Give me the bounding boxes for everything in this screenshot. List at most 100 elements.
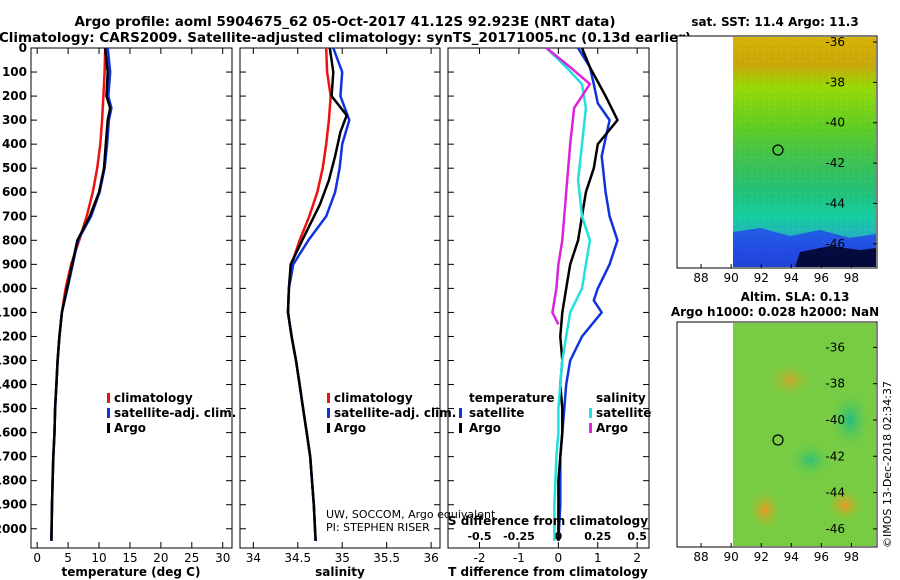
x-tick-label: 35.5 [373, 551, 400, 565]
title-line-1: Argo profile: aoml 5904675_62 05-Oct-201… [74, 14, 615, 30]
temperature-axis: 0100200300400500600700800900100011001200… [0, 41, 232, 565]
legend-swatch-t-argo [459, 423, 462, 433]
y-tick-label: 0 [19, 41, 27, 55]
x-tick-label: 30 [215, 551, 230, 565]
y-tick-label: 300 [2, 113, 27, 127]
map-y-tick-label: -40 [825, 413, 845, 427]
series-line-salinity-argo [545, 47, 592, 325]
map-x-tick-label: 90 [723, 550, 738, 564]
x-tick-label: 5 [64, 551, 72, 565]
map-y-tick-label: -42 [825, 449, 845, 463]
series-line-argo [50, 47, 112, 541]
sst-map-axes: 88 90 92 94 96 98 -36 -38 -40 -42 -44 -46 [693, 35, 877, 285]
map-y-tick-label: -44 [825, 486, 845, 500]
y-tick-label: 1700 [0, 450, 27, 464]
legend-argo-label: Argo [334, 421, 366, 435]
x2-tick-label: 0.25 [584, 530, 611, 543]
y-tick-label: 800 [2, 233, 27, 247]
y-tick-label: 1500 [0, 402, 27, 416]
sla-map-float-marker [772, 434, 784, 446]
sst-map-coldest-patch [795, 246, 876, 267]
difference-panel-frame [447, 47, 650, 549]
legend-t-satellite-label: satellite [469, 406, 524, 420]
temperature-lines [50, 47, 113, 541]
salinity-legend: climatology satellite-adj. clim. Argo [327, 391, 456, 435]
y-tick-label: 1800 [0, 474, 27, 488]
series-line-climatology [50, 47, 107, 541]
y-tick-label: 1900 [0, 498, 27, 512]
sst-map-title: sat. SST: 11.4 Argo: 11.3 [691, 15, 858, 29]
salinity-xlabel: salinity [315, 565, 365, 579]
x-tick-label: 15 [122, 551, 137, 565]
legend-swatch-climatology [327, 393, 330, 403]
map-x-tick-label: 90 [723, 271, 738, 285]
y-tick-label: 1600 [0, 426, 27, 440]
x2-tick-label: -0.5 [467, 530, 491, 543]
legend-swatch-s-satellite [589, 408, 592, 418]
y-tick-label: 700 [2, 209, 27, 223]
y-tick-label: 400 [2, 137, 27, 151]
map-y-tick-label: -38 [825, 377, 845, 391]
series-line-salinity-satellite [545, 47, 592, 541]
x-tick-label: 34 [246, 551, 261, 565]
temperature-xlabel: temperature (deg C) [62, 565, 201, 579]
map-x-tick-label: 88 [693, 271, 708, 285]
legend-t-argo-label: Argo [469, 421, 501, 435]
map-x-tick-label: 92 [754, 550, 769, 564]
y-tick-label: 1000 [0, 281, 27, 295]
y-tick-label: 500 [2, 161, 27, 175]
map-x-tick-label: 98 [844, 271, 859, 285]
y-tick-label: 600 [2, 185, 27, 199]
t-difference-xlabel: T difference from climatology [448, 565, 648, 579]
x-tick-label: 1 [594, 551, 602, 565]
series-line-climatology [286, 47, 332, 541]
map-x-tick-label: 88 [693, 550, 708, 564]
series-line-temperature-satellite [557, 47, 619, 541]
x-tick-label: 35 [335, 551, 350, 565]
x-tick-label: 34.5 [284, 551, 311, 565]
x-tick-label: 36 [423, 551, 438, 565]
x-tick-label: 0 [33, 551, 41, 565]
legend-swatch-argo [107, 423, 110, 433]
map-y-tick-label: -42 [825, 156, 845, 170]
sla-map-title-2: Argo h1000: 0.028 h2000: NaN [671, 305, 879, 319]
sst-map: 88 90 92 94 96 98 -36 -38 -40 -42 -44 -46 [676, 35, 878, 285]
sla-map-high-blob [747, 488, 783, 532]
timestamp-stamp: ©IMOS 13-Dec-2018 02:34:37 [881, 381, 894, 548]
legend-salinity-title: salinity [596, 391, 646, 405]
legend-swatch-satellite [327, 408, 330, 418]
x-tick-label: -2 [474, 551, 486, 565]
sla-map: 88 90 92 94 96 98 -36 -38 -40 -42 -44 -46 [676, 321, 878, 564]
temperature-legend: climatology satellite-adj. clim. Argo [107, 391, 236, 435]
sla-map-low-blob [788, 442, 832, 478]
annotation-program: UW, SOCCOM, Argo equivalent [326, 508, 496, 521]
x-tick-label: -1 [513, 551, 525, 565]
map-y-tick-label: -46 [825, 237, 845, 251]
sla-map-high-blob [825, 487, 865, 523]
sst-map-float-marker [772, 144, 784, 156]
difference-axis: -2 -1 0 1 2-0.5 -0.25 0 0.25 0.5 [448, 47, 649, 565]
difference-legend: temperature satellite Argo salinity sate… [459, 391, 651, 435]
legend-swatch-s-argo [589, 423, 592, 433]
annotation-pi: PI: STEPHEN RISER [326, 521, 430, 534]
sla-map-title-1: Altim. SLA: 0.13 [741, 290, 850, 304]
y-tick-label: 100 [2, 65, 27, 79]
y-tick-label: 200 [2, 89, 27, 103]
salinity-panel-frame [239, 47, 441, 549]
map-y-tick-label: -38 [825, 75, 845, 89]
map-x-tick-label: 94 [784, 550, 799, 564]
x-tick-label: 0 [555, 551, 563, 565]
x-tick-label: 2 [633, 551, 641, 565]
legend-argo-label: Argo [114, 421, 146, 435]
series-line-temperature-argo [557, 47, 619, 541]
y-tick-label: 1400 [0, 378, 27, 392]
difference-lines [545, 47, 619, 541]
legend-temperature-title: temperature [469, 391, 554, 405]
legend-climatology-label: climatology [114, 391, 193, 405]
salinity-lines [286, 47, 351, 541]
map-y-tick-label: -36 [825, 35, 845, 49]
legend-s-argo-label: Argo [596, 421, 628, 435]
title-line-2: Climatology: CARS2009. Satellite-adjuste… [0, 30, 691, 46]
map-x-tick-label: 96 [814, 271, 829, 285]
y-tick-label: 1200 [0, 329, 27, 343]
